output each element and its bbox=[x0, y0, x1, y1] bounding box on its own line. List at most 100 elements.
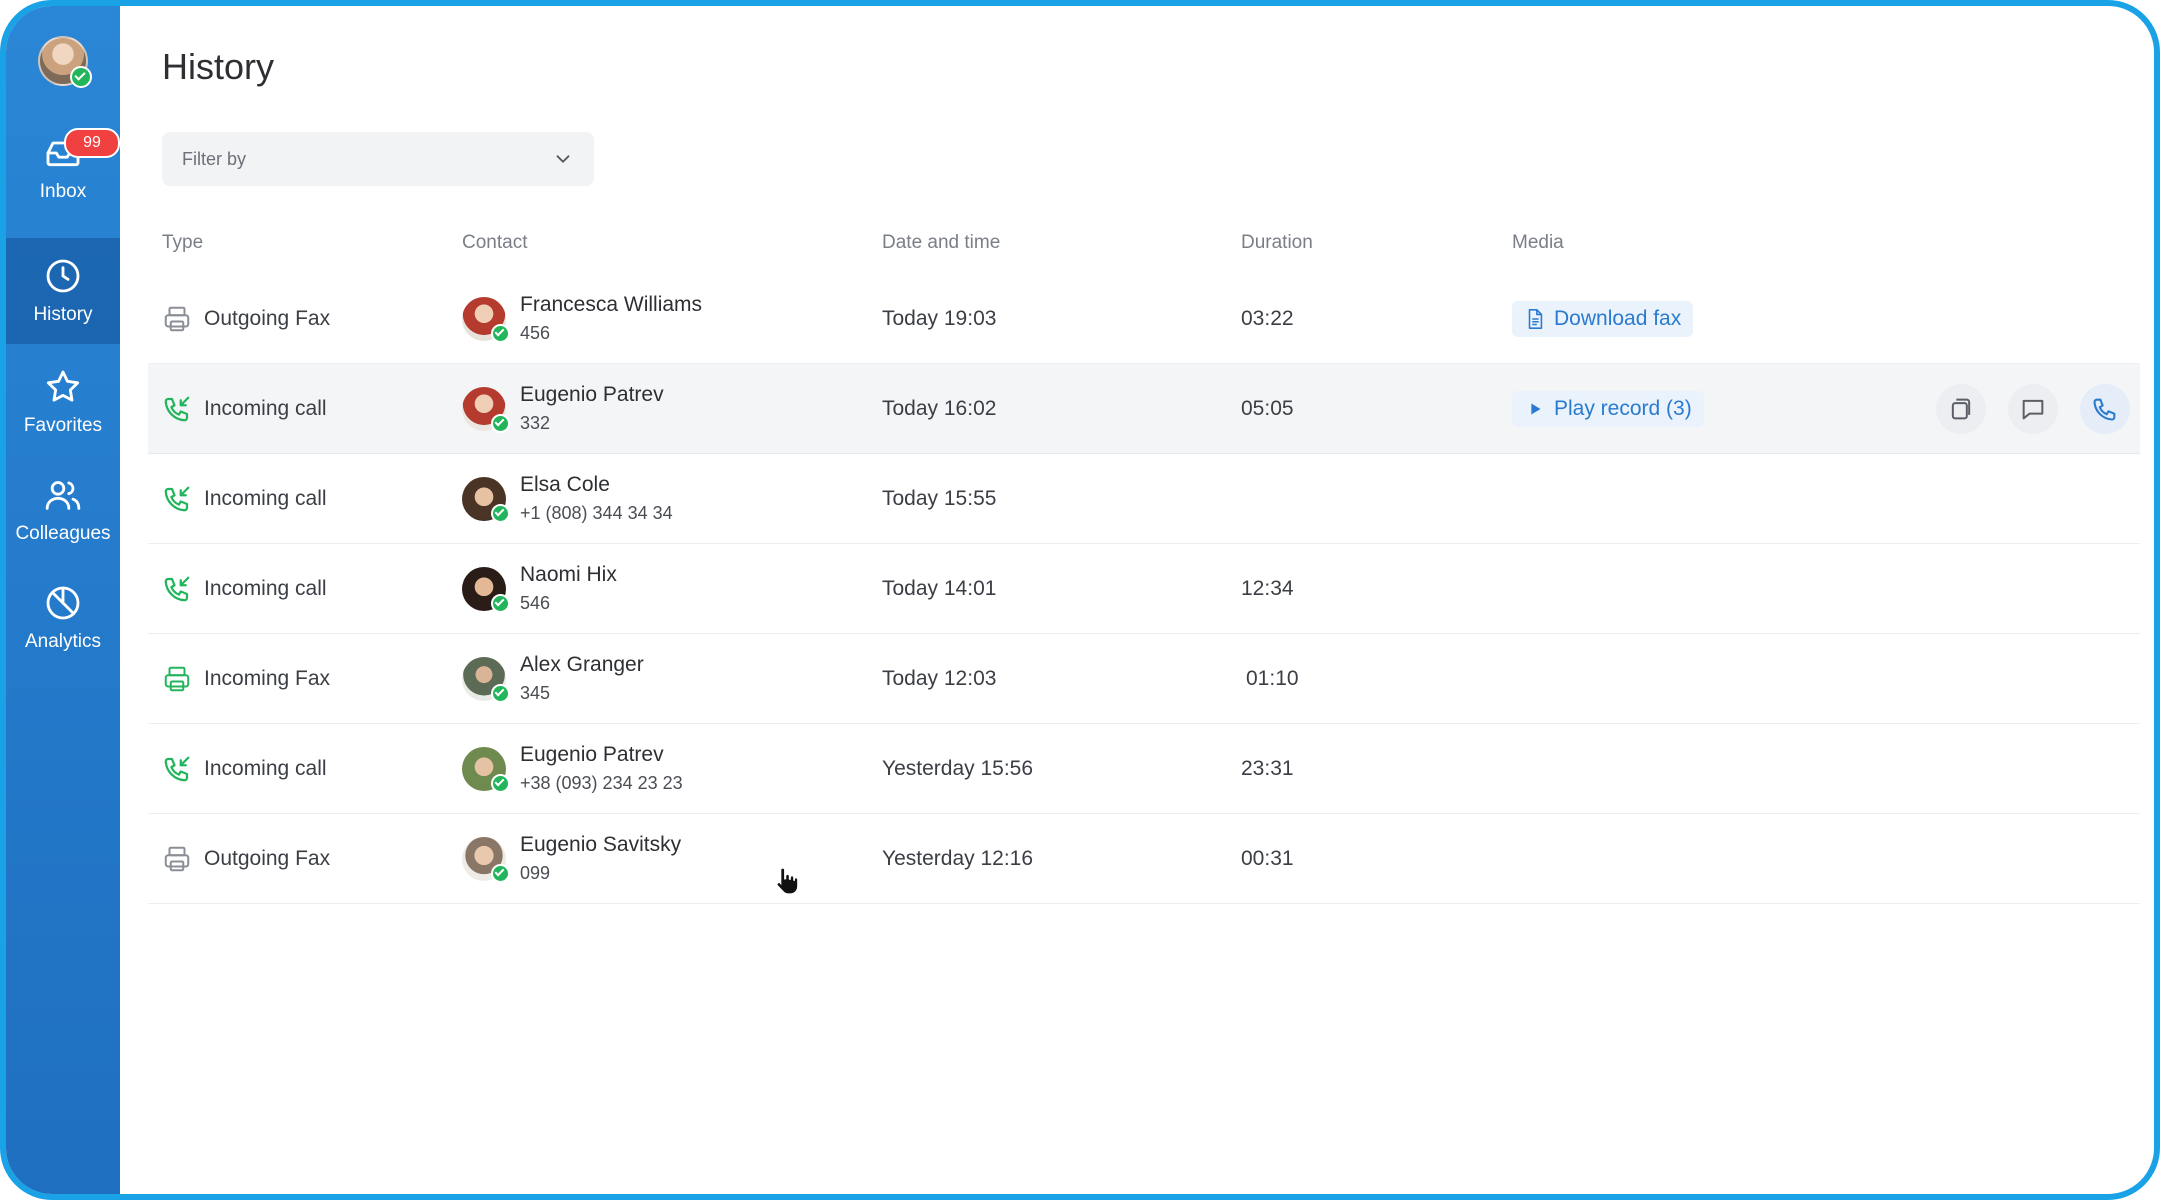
sidebar-item-label: Favorites bbox=[23, 415, 103, 436]
column-header-contact[interactable]: Contact bbox=[462, 232, 528, 253]
online-status-icon bbox=[70, 66, 92, 88]
date-time: Yesterday 12:16 bbox=[882, 846, 1034, 870]
contact-name[interactable]: Naomi Hix bbox=[520, 563, 617, 586]
sidebar-item-history[interactable]: History bbox=[6, 238, 120, 344]
sidebar-item-favorites[interactable]: Favorites bbox=[6, 352, 120, 452]
table-row[interactable]: Incoming call Eugenio Patrev 332 Today 1… bbox=[148, 364, 2140, 454]
contact-name[interactable]: Elsa Cole bbox=[520, 473, 610, 496]
contact-number: 099 bbox=[520, 863, 551, 883]
online-status-icon bbox=[491, 683, 510, 703]
message-button[interactable] bbox=[2008, 383, 2058, 434]
table-row[interactable]: Incoming call Naomi Hix 546 Today 14:01 … bbox=[148, 544, 2140, 634]
document-icon bbox=[1528, 308, 1543, 329]
copy-icon bbox=[1951, 398, 1971, 419]
contact-name[interactable]: Eugenio Patrev bbox=[520, 383, 664, 406]
sidebar-item-analytics[interactable]: Analytics bbox=[6, 568, 120, 668]
filter-dropdown[interactable]: Filter by bbox=[162, 132, 594, 186]
clock-icon bbox=[46, 259, 80, 293]
online-status-icon bbox=[491, 773, 510, 793]
duration: 05:05 bbox=[1241, 396, 1294, 420]
contact-number: +38 (093) 234 23 23 bbox=[520, 773, 683, 793]
column-header-type[interactable]: Type bbox=[162, 232, 204, 253]
sidebar-item-colleagues[interactable]: Colleagues bbox=[6, 460, 120, 560]
date-time: Today 12:03 bbox=[882, 666, 997, 690]
call-type-label: Incoming call bbox=[204, 396, 327, 420]
contact-name[interactable]: Alex Granger bbox=[520, 653, 644, 676]
avatar[interactable] bbox=[462, 386, 510, 433]
page-title: History bbox=[162, 46, 275, 87]
contact-name[interactable]: Francesca Williams bbox=[520, 293, 703, 316]
incoming-call-icon bbox=[164, 756, 190, 781]
users-icon bbox=[45, 481, 81, 510]
call-button[interactable] bbox=[2080, 383, 2130, 434]
contact-number: 546 bbox=[520, 593, 551, 613]
date-time: Today 15:55 bbox=[882, 486, 997, 510]
star-icon bbox=[46, 370, 80, 402]
pie-chart-icon bbox=[46, 586, 80, 620]
incoming-call-icon bbox=[164, 486, 190, 511]
call-type-label: Incoming call bbox=[204, 756, 327, 780]
sidebar-item-label: Analytics bbox=[24, 631, 102, 652]
sidebar-item-label: Inbox bbox=[39, 181, 87, 202]
chevron-down-icon bbox=[556, 155, 570, 163]
date-time: Today 19:03 bbox=[882, 306, 997, 330]
call-type-label: Incoming call bbox=[204, 486, 327, 510]
contact-number: +1 (808) 344 34 34 bbox=[520, 503, 673, 523]
contact-number: 332 bbox=[520, 413, 551, 433]
copy-button[interactable] bbox=[1936, 383, 1986, 434]
contact-name[interactable]: Eugenio Patrev bbox=[520, 743, 664, 766]
online-status-icon bbox=[491, 413, 510, 433]
user-avatar[interactable] bbox=[38, 36, 92, 88]
play-icon bbox=[1531, 403, 1541, 414]
media-label: Download fax bbox=[1554, 306, 1682, 330]
fax-incoming-icon bbox=[164, 666, 190, 691]
avatar[interactable] bbox=[462, 836, 510, 883]
online-status-icon bbox=[491, 323, 510, 343]
avatar[interactable] bbox=[462, 566, 510, 613]
hand-cursor-icon bbox=[776, 867, 799, 895]
row-actions bbox=[1936, 364, 2130, 453]
avatar[interactable] bbox=[462, 296, 510, 343]
contact-number: 456 bbox=[520, 323, 551, 343]
play-record-button[interactable]: Play record (3) bbox=[1512, 390, 1704, 427]
main-content: History Filter by Type Contact Date and … bbox=[120, 6, 2154, 1194]
online-status-icon bbox=[491, 503, 510, 523]
duration: 23:31 bbox=[1241, 756, 1294, 780]
table-row[interactable]: Incoming call Eugenio Patrev +38 (093) 2… bbox=[148, 724, 2140, 814]
online-status-icon bbox=[491, 863, 510, 883]
avatar[interactable] bbox=[462, 656, 510, 703]
download-fax-button[interactable]: Download fax bbox=[1512, 300, 1694, 337]
call-type-label: Outgoing Fax bbox=[204, 846, 331, 870]
incoming-call-icon bbox=[164, 396, 190, 421]
call-type-label: Incoming call bbox=[204, 576, 327, 600]
incoming-call-icon bbox=[164, 576, 190, 601]
call-type-label: Incoming Fax bbox=[204, 666, 331, 690]
phone-icon bbox=[2093, 398, 2116, 421]
contact-number: 345 bbox=[520, 683, 551, 703]
column-header-media[interactable]: Media bbox=[1512, 232, 1564, 253]
call-type-label: Outgoing Fax bbox=[204, 306, 331, 330]
fax-outgoing-icon bbox=[164, 306, 190, 331]
column-header-date[interactable]: Date and time bbox=[882, 232, 1001, 253]
sidebar-item-inbox[interactable]: Inbox 99 bbox=[6, 118, 120, 218]
table-row[interactable]: Outgoing Fax Eugenio Savitsky 099 Yester… bbox=[148, 814, 2140, 904]
media-label: Play record (3) bbox=[1554, 396, 1692, 420]
table-row[interactable]: Outgoing Fax Francesca Williams 456 Toda… bbox=[148, 274, 2140, 364]
avatar[interactable] bbox=[462, 476, 510, 523]
contact-name[interactable]: Eugenio Savitsky bbox=[520, 833, 682, 856]
unread-badge: 99 bbox=[64, 128, 120, 158]
duration: 12:34 bbox=[1241, 576, 1294, 600]
table-row[interactable]: Incoming call Elsa Cole +1 (808) 344 34 … bbox=[148, 454, 2140, 544]
sidebar-item-label: Colleagues bbox=[15, 523, 111, 544]
table-row[interactable]: Incoming Fax Alex Granger 345 Today 12:0… bbox=[148, 634, 2140, 724]
date-time: Today 14:01 bbox=[882, 576, 997, 600]
date-time: Today 16:02 bbox=[882, 396, 997, 420]
avatar[interactable] bbox=[462, 746, 510, 793]
duration: 01:10 bbox=[1246, 666, 1299, 690]
column-header-duration[interactable]: Duration bbox=[1241, 232, 1313, 253]
duration: 00:31 bbox=[1241, 846, 1294, 870]
fax-outgoing-icon bbox=[164, 846, 190, 871]
filter-placeholder: Filter by bbox=[182, 148, 247, 169]
table-header: Type Contact Date and time Duration Medi… bbox=[120, 232, 2154, 262]
